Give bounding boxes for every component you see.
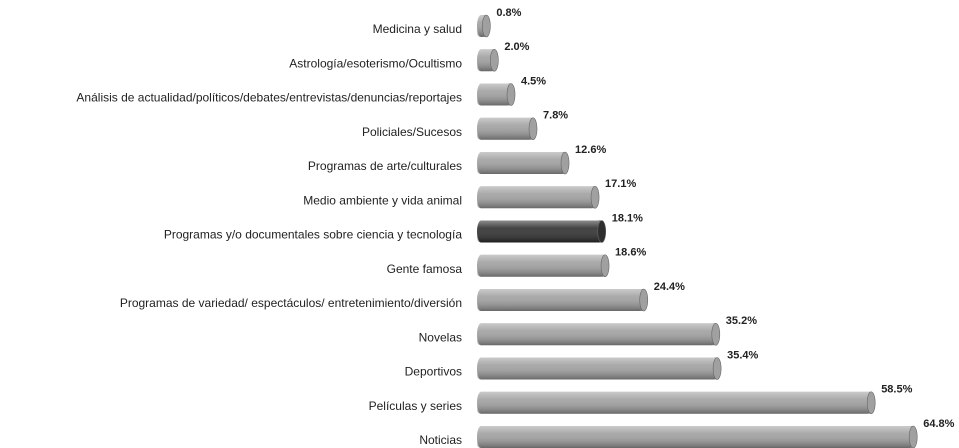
value-label: 35.4%	[727, 349, 758, 361]
bar-cap	[482, 14, 491, 38]
category-label: Análisis de actualidad/políticos/debates…	[76, 91, 462, 105]
bar-shade	[477, 83, 512, 106]
bar-shade	[477, 289, 644, 311]
category-label: Programas de variedad/ espectáculos/ ent…	[120, 296, 462, 310]
bar-shade	[477, 323, 716, 346]
bar-cap	[490, 48, 499, 72]
bar-shade	[477, 391, 872, 414]
category-label: Programas de arte/culturales	[308, 159, 462, 173]
bar-cap	[506, 83, 516, 106]
category-label: Medicina y salud	[373, 22, 462, 36]
value-label: 64.8%	[923, 418, 954, 430]
value-label: 7.8%	[543, 110, 568, 122]
bar-cap	[590, 185, 600, 209]
category-label: Películas y series	[369, 399, 462, 413]
value-label: 12.6%	[575, 144, 606, 156]
value-label: 58.5%	[881, 384, 912, 396]
category-label: Deportivos	[405, 365, 462, 379]
value-label: 17.1%	[605, 178, 636, 190]
category-label: Astrología/esoterismo/Ocultismo	[289, 56, 462, 70]
value-label: 0.8%	[496, 7, 521, 19]
bar-shade	[477, 186, 596, 209]
bar-shade	[477, 49, 495, 72]
bar-cap	[560, 151, 570, 175]
bar-cap	[597, 220, 607, 243]
value-label: 18.1%	[612, 212, 643, 224]
bar-shade	[477, 254, 606, 277]
category-label: Noticias	[419, 433, 462, 447]
bar-cap	[528, 117, 538, 141]
category-label: Policiales/Sucesos	[362, 125, 462, 139]
bar-cap	[711, 322, 721, 346]
category-label: Medio ambiente y vida animal	[303, 193, 462, 207]
category-label: Novelas	[419, 330, 462, 344]
bar-shade	[477, 220, 602, 243]
bar-cap	[639, 288, 649, 312]
bar-shade	[477, 426, 914, 448]
value-label: 2.0%	[504, 41, 529, 53]
value-label: 4.5%	[521, 75, 546, 87]
bar-cap	[712, 357, 722, 380]
bar-shade	[477, 152, 566, 174]
bar-cap	[866, 391, 876, 415]
bar-cap	[600, 254, 610, 278]
bar-shade	[477, 357, 718, 380]
category-label: Gente famosa	[387, 262, 463, 276]
value-label: 18.6%	[615, 247, 646, 259]
bar-shade	[477, 117, 534, 140]
bar-cap	[908, 425, 918, 448]
category-label: Programas y/o documentales sobre ciencia…	[164, 228, 462, 242]
value-label: 24.4%	[654, 281, 685, 293]
value-label: 35.2%	[726, 315, 757, 327]
